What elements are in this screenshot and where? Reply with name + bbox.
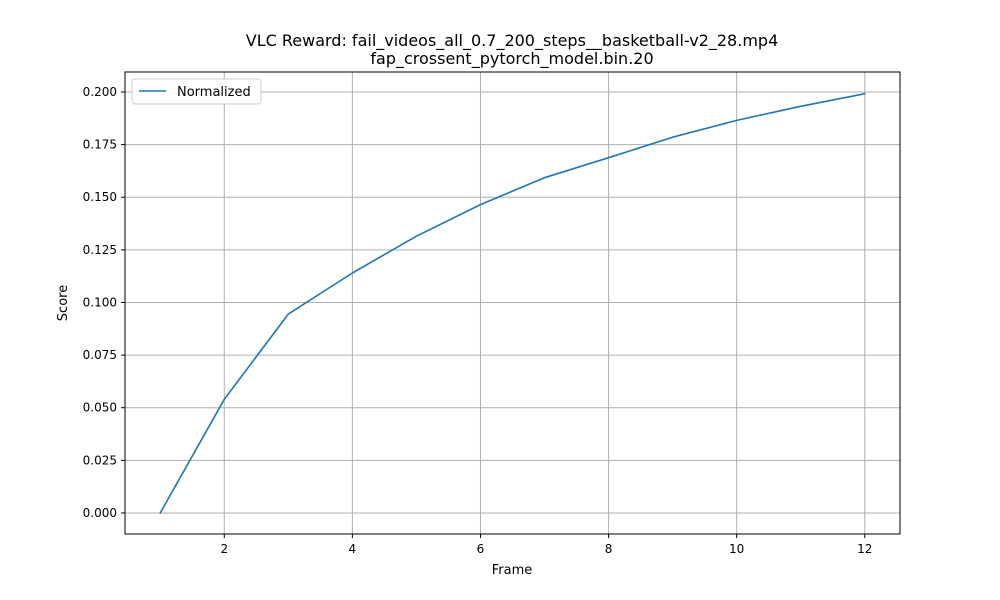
y-tick-label: 0.200 [83,85,117,99]
plot-frame [124,71,901,535]
x-tick-label: 2 [220,542,228,556]
axis-ticks: 2 4 6 8 10 12 0.000 0.025 0.050 0.075 0.100 0.125 0.… [83,85,873,556]
legend: Normalized [131,78,262,105]
y-tick-label: 0.000 [83,506,117,520]
y-tick-label: 0.050 [83,401,117,415]
x-tick-label: 8 [605,542,613,556]
y-axis-label: Score [56,285,71,321]
chart-subtitle: fap_crossent_pytorch_model.bin.20 [370,49,653,69]
y-tick-label: 0.125 [83,243,117,257]
x-tick-label: 12 [857,542,872,556]
y-tick-label: 0.175 [83,138,117,152]
x-tick-label: 6 [477,542,485,556]
chart-title: VLC Reward: fail_videos_all_0.7_200_step… [246,31,779,51]
legend-box [131,78,262,105]
y-tick-label: 0.150 [83,190,117,204]
legend-label: Normalized [177,85,251,100]
y-tick-label: 0.100 [83,295,117,309]
y-tick-label: 0.025 [83,453,117,467]
series-line-normalized [159,92,866,515]
x-axis-label: Frame [492,563,533,578]
x-tick-label: 4 [349,542,357,556]
series-layer [159,92,866,515]
grid-lines [125,72,900,534]
x-tick-label: 10 [729,542,744,556]
y-tick-label: 0.075 [83,348,117,362]
